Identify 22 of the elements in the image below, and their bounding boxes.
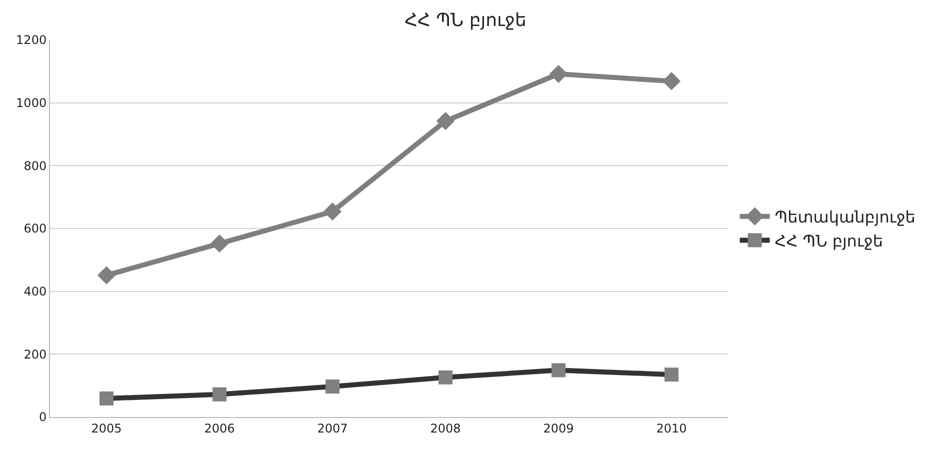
point	[210, 234, 229, 253]
y-tick-label: 1200	[16, 33, 47, 48]
y-tick-label: 0	[38, 410, 47, 424]
x-tick-label: 2009	[543, 421, 574, 436]
y-tick-label: 1000	[16, 96, 47, 110]
x-tick-label: 2006	[204, 421, 235, 436]
legend-label: Պետականբյուջե	[774, 208, 916, 227]
legend-label: ՀՀ ՊՆ բյուջե	[774, 231, 884, 250]
x-tick-label: 2007	[317, 421, 348, 436]
point	[549, 64, 568, 84]
y-tick-label: 400	[24, 284, 47, 299]
x-tick-label: 2008	[430, 421, 461, 436]
y-tick-label: 200	[24, 347, 47, 362]
point	[323, 202, 342, 221]
y-tick-label: 600	[24, 222, 47, 236]
chart-title: ՀՀ ՊՆ բյուջե	[404, 10, 526, 32]
y-tick-label: 800	[24, 158, 47, 173]
point	[436, 112, 455, 130]
point	[97, 266, 116, 284]
x-tick-label: 2010	[656, 421, 687, 436]
x-tick-label: 2005	[91, 421, 122, 436]
point	[662, 72, 681, 90]
